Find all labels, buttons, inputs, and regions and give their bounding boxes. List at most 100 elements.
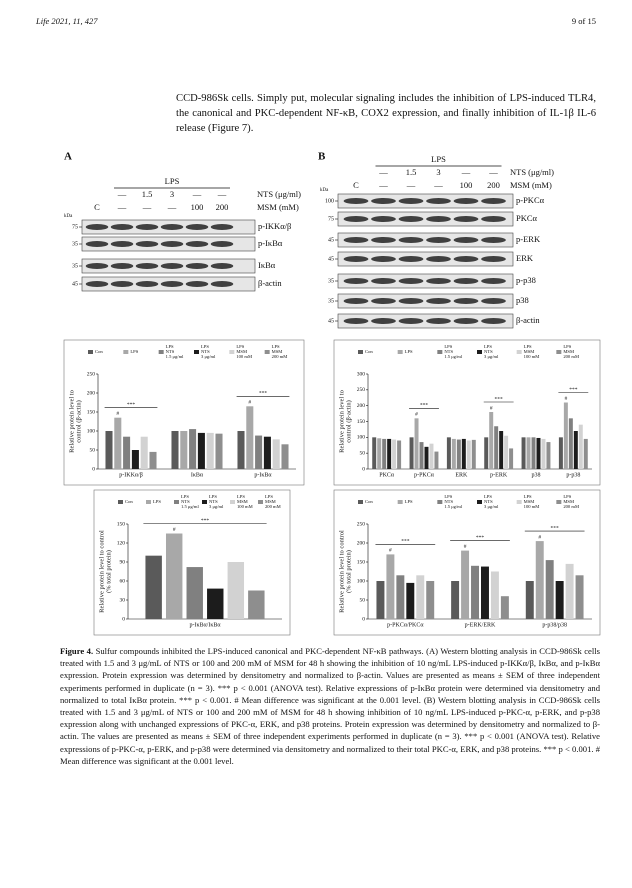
bar (546, 442, 551, 469)
bar (509, 448, 514, 469)
bar (466, 440, 471, 469)
bar (471, 439, 476, 469)
bar (180, 431, 188, 469)
protein-band (481, 256, 506, 262)
bar (397, 440, 402, 469)
legend-swatch (516, 350, 522, 354)
y-axis-label: Relative protein level to control(% tota… (339, 530, 353, 613)
y-tick-label: 50 (360, 450, 366, 456)
band-label: β-actin (258, 278, 282, 288)
msm-dose: — (117, 202, 127, 212)
kda-marker: 35 (328, 278, 334, 284)
caption-text: Sulfur compounds inhibited the LPS-induc… (60, 646, 600, 766)
y-tick-label: 250 (357, 387, 366, 393)
x-tick-label: p-IκBα (254, 472, 272, 478)
bar (456, 439, 461, 469)
protein-band (398, 216, 424, 222)
legend-label: LPS (405, 349, 413, 354)
legend-swatch (516, 500, 522, 504)
y-tick-label: 0 (122, 616, 125, 622)
protein-band (85, 241, 109, 247)
band-label: p-IκBα (258, 238, 283, 248)
significance-label: *** (495, 396, 504, 402)
msm-dose: — (378, 180, 388, 190)
protein-band (426, 198, 451, 204)
protein-band (398, 198, 424, 204)
y-tick-label: 0 (362, 466, 365, 472)
bar (573, 431, 578, 469)
significance-mark: # (564, 396, 567, 402)
bar (490, 571, 499, 619)
protein-band (110, 224, 134, 230)
significance-mark: # (389, 548, 392, 554)
bar (386, 554, 395, 619)
bar (272, 439, 280, 469)
protein-band (426, 256, 451, 262)
legend-label: Con (95, 349, 103, 354)
legend-label: Con (365, 499, 373, 504)
protein-band (371, 278, 396, 284)
kda-marker: 45 (72, 281, 78, 287)
legend-swatch (556, 350, 562, 354)
protein-band (110, 263, 134, 269)
body-paragraph: CCD-986Sk cells. Simply put, molecular s… (176, 93, 596, 134)
significance-mark: # (415, 412, 418, 418)
bar (575, 575, 584, 619)
y-axis-label: Relative protein level tocontrol (β-acti… (339, 390, 353, 453)
lps-label: LPS (431, 154, 446, 164)
significance-mark: # (173, 527, 176, 533)
msm-dose: — (167, 202, 177, 212)
bar (281, 444, 289, 469)
bar (248, 590, 265, 619)
legend-swatch (358, 350, 363, 354)
legend-swatch (230, 500, 235, 504)
legend-label: LPS NTS 3 μg/ml (209, 494, 224, 509)
protein-band (343, 318, 369, 324)
bar (451, 581, 460, 619)
protein-band (85, 281, 109, 287)
protein-band (481, 216, 506, 222)
x-tick-label: p-IκBα/IκBα (190, 622, 222, 628)
significance-mark: # (490, 405, 493, 411)
significance-label: *** (476, 535, 485, 541)
y-tick-label: 100 (357, 578, 366, 584)
protein-band (135, 241, 159, 247)
protein-band (160, 241, 184, 247)
bar (531, 437, 536, 469)
legend-swatch (437, 350, 443, 354)
msm-dose: — (433, 180, 443, 190)
nts-dose: — (117, 189, 127, 199)
y-tick-label: 200 (357, 403, 366, 409)
bar (387, 438, 392, 469)
protein-band (110, 241, 134, 247)
protein-band (481, 318, 506, 324)
bar (207, 588, 224, 619)
protein-band (481, 298, 506, 304)
y-tick-label: 150 (357, 559, 366, 565)
band-label: p-p38 (516, 275, 536, 285)
bar (461, 550, 470, 619)
legend-label: LPS MSM 100 mM (524, 494, 540, 509)
legend-label: LPS NTS 3 μg/ml (484, 494, 499, 509)
x-tick-label: PKCα (379, 472, 395, 478)
msm-dose: 200 (216, 202, 229, 212)
y-tick-label: 250 (357, 521, 366, 527)
msm-dose: C (94, 202, 100, 212)
bar (484, 437, 489, 469)
bar (461, 438, 466, 469)
legend-label: LPS NTS 1.5 μg/ml (166, 344, 184, 359)
chart-frame (333, 489, 601, 636)
protein-band (481, 237, 506, 243)
bar (558, 437, 563, 469)
legend-label: LPS NTS 1.5 μg/ml (181, 494, 199, 509)
legend-swatch (88, 350, 93, 354)
legend-label: LPS NTS 1.5 μg/ml (444, 494, 462, 509)
legend-swatch (229, 350, 235, 354)
bar (446, 437, 451, 469)
y-tick-label: 120 (117, 540, 126, 546)
y-tick-label: 150 (87, 409, 96, 415)
legend-swatch (146, 500, 151, 504)
x-tick-label: p38 (532, 472, 541, 478)
nts-dose: — (192, 189, 202, 199)
bar (568, 418, 573, 469)
